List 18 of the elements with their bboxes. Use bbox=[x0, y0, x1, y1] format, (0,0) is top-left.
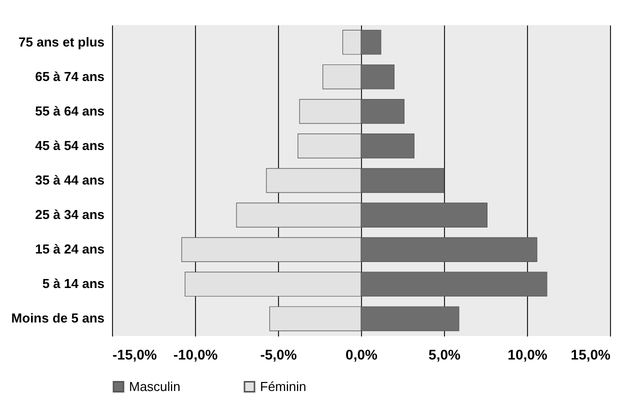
y-tick-label: 5 à 14 ans bbox=[42, 276, 104, 292]
y-tick-label: 45 à 54 ans bbox=[35, 138, 104, 153]
x-tick-label: 15,0% bbox=[570, 346, 612, 362]
y-tick-label: 15 à 24 ans bbox=[35, 242, 104, 257]
y-tick-label: 35 à 44 ans bbox=[35, 172, 104, 188]
y-tick-label: 25 à 34 ans bbox=[35, 207, 104, 222]
y-tick-label: Moins de 5 ans bbox=[11, 310, 104, 326]
y-tick-label: 75 ans et plus bbox=[18, 34, 104, 50]
x-tick-label: 0,0% bbox=[346, 346, 378, 362]
x-tick-label: -15,0% bbox=[112, 346, 158, 362]
y-tick-label: 65 à 74 ans bbox=[35, 68, 104, 84]
y-tick-label: 55 à 64 ans bbox=[35, 103, 104, 118]
x-tick-label: -10,0% bbox=[173, 346, 218, 362]
legend-label: Masculin bbox=[129, 378, 180, 394]
x-tick-label: -5,0% bbox=[260, 346, 298, 362]
x-tick-label: 5,0% bbox=[428, 346, 461, 362]
legend-label: Féminin bbox=[260, 378, 306, 394]
x-tick-label: 10,0% bbox=[508, 346, 548, 362]
